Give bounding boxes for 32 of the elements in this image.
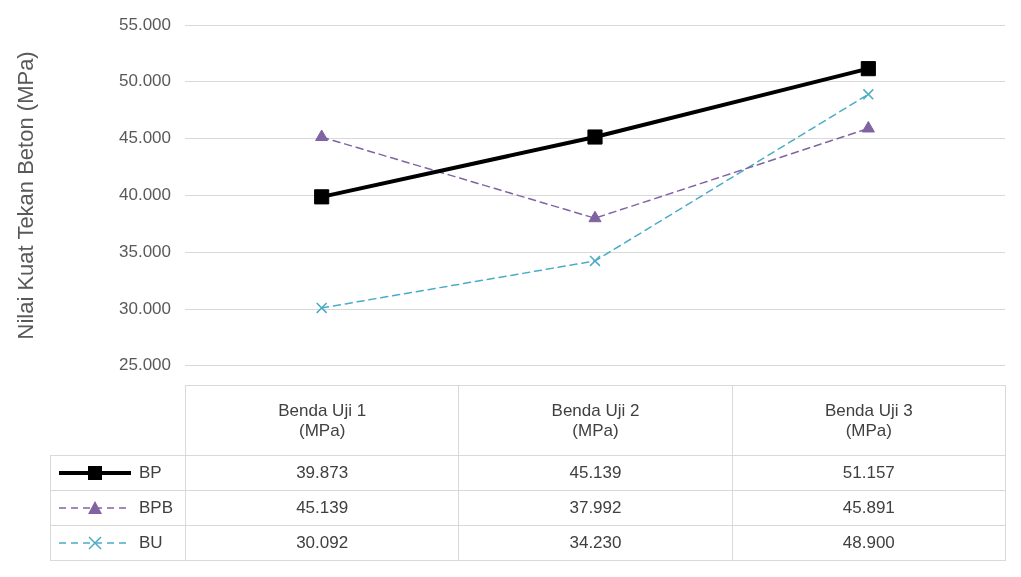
data-label: 51.157 [732, 455, 1006, 491]
data-label: 48.900 [732, 525, 1006, 561]
point [862, 88, 875, 100]
y-tick-label: 25.000 [119, 355, 171, 375]
legend-label: BU [50, 525, 186, 561]
point [314, 189, 330, 205]
legend-label: BPB [50, 490, 186, 526]
point [860, 61, 876, 77]
point [861, 120, 875, 133]
data-label: 37.992 [458, 490, 733, 526]
x-tick-label: Benda Uji 2 (MPa) [458, 385, 733, 456]
y-tick-label: 45.000 [119, 128, 171, 148]
data-label: 39.873 [185, 455, 459, 491]
point [315, 302, 328, 314]
legend-label: BP [50, 455, 186, 491]
point [589, 255, 601, 267]
data-label: 34.230 [458, 525, 733, 561]
point [315, 129, 329, 142]
data-label: 45.139 [185, 490, 459, 526]
x-tick-label: Benda Uji 3 (MPa) [732, 385, 1006, 456]
point [587, 129, 603, 145]
data-label: 45.891 [732, 490, 1006, 526]
data-label: 30.092 [185, 525, 459, 561]
y-tick-label: 40.000 [119, 185, 171, 205]
x-tick-label: Benda Uji 1 (MPa) [185, 385, 459, 456]
y-axis-title: Nilai Kuat Tekan Beton (MPa) [13, 51, 39, 340]
data-label: 45.139 [458, 455, 733, 491]
y-tick-label: 55.000 [119, 14, 171, 34]
y-tick-label: 50.000 [119, 71, 171, 91]
y-tick-label: 35.000 [119, 241, 171, 261]
y-tick-label: 30.000 [119, 298, 171, 318]
point [588, 210, 602, 223]
